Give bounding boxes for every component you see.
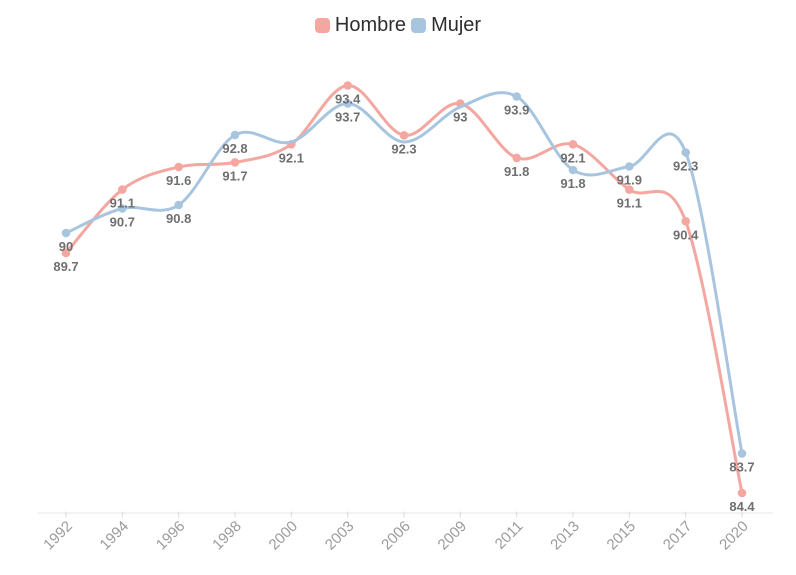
hombre-point-label: 92.3 [391,141,416,156]
legend-label-mujer: Mujer [431,14,482,36]
x-axis-label: 2009 [435,518,471,554]
hombre-point-label: 90.4 [673,227,699,242]
mujer-point-marker[interactable] [118,204,127,213]
mujer-point-label: 92.8 [222,141,247,156]
mujer-line [64,91,744,455]
x-axis-label: 2011 [492,518,527,553]
hombre-point-marker[interactable] [512,153,521,163]
mujer-point-marker[interactable] [681,148,690,157]
mujer-point-label: 90 [59,239,73,254]
hombre-point-label: 93 [453,110,467,125]
hombre-point-label: 91.8 [504,164,529,179]
mujer-series-swatch-icon [411,17,427,33]
mujer-point-label: 93.7 [335,110,360,125]
hombre-point-label: 84.4 [729,499,755,514]
hombre-point-marker[interactable] [681,217,690,226]
hombre-point-label: 91.6 [166,173,191,188]
x-axis-label: 1992 [40,518,76,554]
mujer-point-label: 83.7 [729,460,754,475]
legend-label-hombre: Hombre [334,14,407,36]
mujer-point-marker[interactable] [61,228,71,238]
hombre-point-label: 91.1 [617,196,642,211]
x-axis-label: 2003 [322,518,358,554]
hombre-point-label: 91.1 [110,196,135,211]
hombre-point-label: 89.7 [53,259,78,274]
hombre-point-marker[interactable] [118,185,127,194]
x-axis-label: 2020 [716,518,752,554]
x-axis-label: 2015 [604,518,640,554]
hombre-point-label: 92.1 [279,150,304,165]
mujer-point-label: 90.8 [166,211,191,226]
mujer-point-label: 90.7 [110,215,135,230]
mujer-point-marker[interactable] [230,130,240,140]
hombre-point-label: 93.4 [335,92,361,107]
hombre-point-marker[interactable] [399,131,409,140]
mujer-point-marker[interactable] [568,165,578,175]
mujer-point-label: 92.3 [673,159,698,174]
hombre-point-marker[interactable] [568,140,578,149]
hombre-line [64,84,744,495]
hombre-point-marker[interactable] [625,185,634,194]
mujer-point-marker[interactable] [174,200,183,210]
mujer-point-label: 91.9 [617,173,642,188]
hombre-point-label: 91.7 [222,168,247,183]
x-axis-label: 2017 [660,518,696,554]
legend: Hombre Mujer [0,15,796,35]
mujer-point-marker[interactable] [625,162,634,171]
legend-item-hombre[interactable]: Hombre [314,14,407,36]
mujer-point-label: 91.8 [560,176,585,191]
x-axis-label: 1996 [153,518,189,554]
legend-item-mujer[interactable]: Mujer [411,15,481,35]
mujer-point-marker[interactable] [343,99,353,108]
hombre-point-marker[interactable] [343,81,353,90]
x-axis-label: 2000 [266,518,302,554]
hombre-point-label: 92.1 [560,150,585,165]
mujer-point-label: 93.9 [504,103,529,118]
x-axis-label: 1994 [97,518,133,554]
x-axis-label: 2013 [547,518,583,554]
mujer-point-marker[interactable] [737,449,747,458]
hombre-series-swatch-icon [314,17,330,33]
hombre-point-marker[interactable] [61,248,71,258]
hombre-point-marker[interactable] [230,158,240,167]
hombre-point-marker[interactable] [174,162,183,172]
mujer-point-marker[interactable] [512,92,521,101]
x-axis-label: 1998 [209,518,245,554]
x-axis-label: 2006 [378,518,414,554]
hombre-point-marker[interactable] [737,488,747,498]
